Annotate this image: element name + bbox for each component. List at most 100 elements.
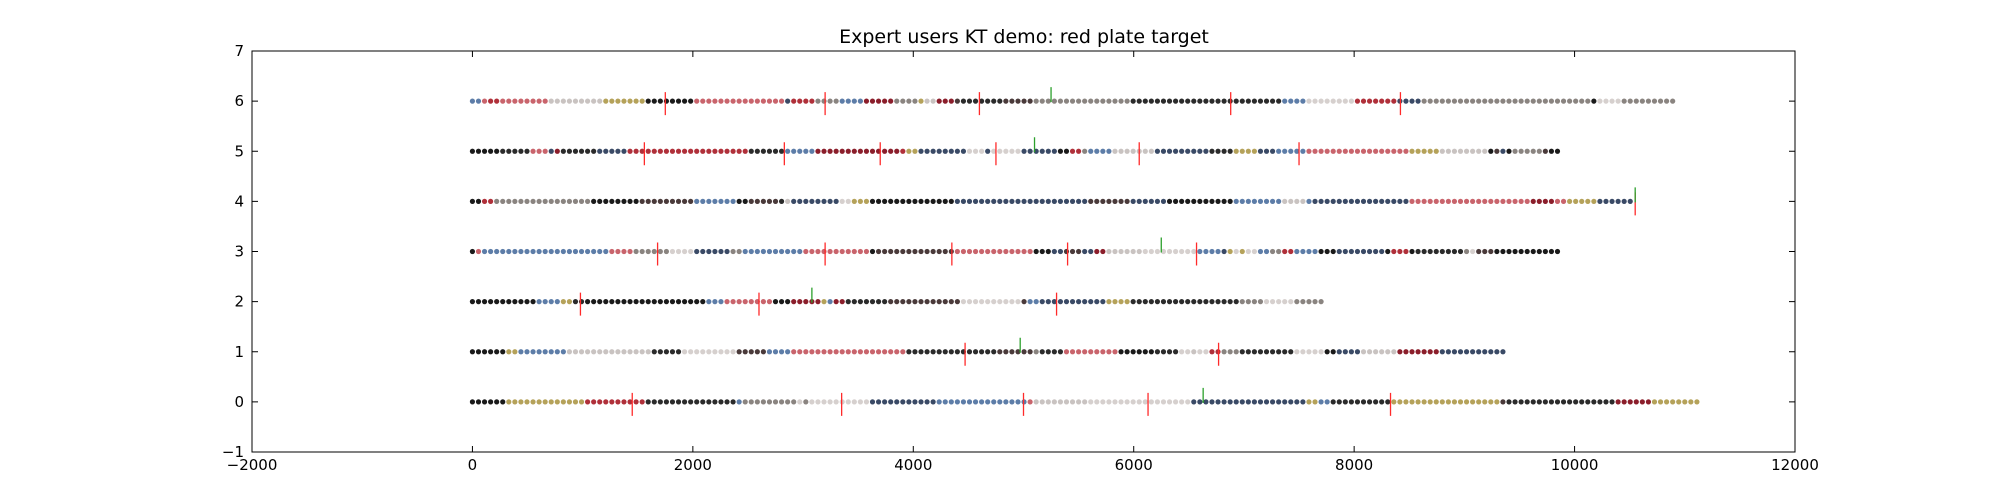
data-point — [621, 248, 627, 255]
data-point — [1573, 198, 1579, 204]
data-point — [1312, 98, 1318, 104]
data-point — [778, 299, 785, 305]
data-point — [1651, 399, 1658, 405]
data-point — [469, 248, 476, 255]
data-point — [821, 299, 827, 305]
data-point — [1427, 98, 1433, 104]
data-point — [900, 148, 906, 154]
data-point — [1463, 148, 1470, 154]
data-point — [1445, 399, 1451, 405]
data-point — [839, 248, 845, 255]
data-point — [1379, 98, 1385, 104]
data-point — [1518, 399, 1524, 405]
data-point — [566, 299, 573, 305]
data-point — [1360, 349, 1367, 355]
data-point — [1457, 198, 1464, 204]
data-point — [827, 349, 833, 355]
data-point — [979, 98, 985, 104]
data-point — [1664, 98, 1670, 104]
data-point — [1057, 349, 1064, 355]
data-point — [1057, 98, 1064, 104]
data-point — [1009, 248, 1015, 255]
data-point — [1354, 148, 1361, 154]
data-point — [1348, 98, 1354, 104]
data-point — [1294, 98, 1300, 104]
data-point — [688, 349, 694, 355]
data-point — [942, 349, 948, 355]
data-point — [1554, 148, 1561, 154]
data-point — [1160, 148, 1167, 154]
data-point — [845, 148, 851, 154]
data-point — [1282, 349, 1288, 355]
data-point — [524, 399, 530, 405]
data-point — [1124, 248, 1130, 255]
data-point — [1112, 98, 1118, 104]
data-point — [1251, 198, 1257, 204]
data-point — [930, 399, 936, 405]
data-point — [639, 299, 645, 305]
data-point — [645, 198, 651, 204]
y-tick-label: 6 — [234, 92, 244, 110]
data-point — [991, 98, 997, 104]
data-point — [894, 98, 900, 104]
data-point — [1009, 299, 1015, 305]
data-point — [1269, 399, 1276, 405]
data-point — [1063, 148, 1070, 154]
data-point — [1609, 399, 1615, 405]
data-point — [1112, 349, 1118, 355]
data-point — [1118, 299, 1124, 305]
data-point — [833, 299, 839, 305]
data-point — [942, 399, 948, 405]
data-point — [536, 98, 542, 104]
data-point — [1536, 148, 1542, 154]
data-point — [1306, 299, 1312, 305]
data-point — [797, 198, 803, 204]
data-point — [1512, 98, 1518, 104]
data-point — [766, 98, 773, 104]
data-point — [681, 198, 688, 204]
data-point — [1251, 399, 1257, 405]
data-point — [882, 399, 888, 405]
data-point — [669, 299, 676, 305]
data-point — [742, 198, 748, 204]
data-point — [1094, 248, 1100, 255]
data-point — [639, 198, 645, 204]
data-point — [972, 198, 979, 204]
data-point — [572, 349, 579, 355]
data-point — [1645, 399, 1652, 405]
data-point — [1045, 349, 1051, 355]
data-point — [1257, 248, 1264, 255]
data-point — [1039, 198, 1045, 204]
data-point — [1567, 98, 1573, 104]
data-point — [663, 148, 670, 154]
data-point — [1233, 248, 1239, 255]
data-point — [845, 399, 851, 405]
data-point — [1403, 98, 1409, 104]
data-point — [918, 299, 924, 305]
data-point — [1336, 349, 1342, 355]
data-point — [1160, 198, 1167, 204]
data-point — [578, 98, 585, 104]
data-point — [1294, 299, 1300, 305]
data-point — [1500, 98, 1506, 104]
data-point — [1391, 148, 1397, 154]
data-point — [500, 148, 506, 154]
data-point — [851, 349, 857, 355]
data-point — [560, 399, 566, 405]
data-point — [603, 98, 609, 104]
data-point — [1488, 248, 1494, 255]
data-point — [1476, 98, 1482, 104]
data-point — [500, 399, 506, 405]
data-point — [803, 399, 809, 405]
data-point — [1094, 349, 1100, 355]
data-point — [518, 248, 524, 255]
data-point — [827, 198, 833, 204]
data-point — [494, 248, 500, 255]
data-point — [688, 248, 694, 255]
data-point — [1488, 349, 1494, 355]
data-point — [1203, 248, 1209, 255]
data-point — [1470, 198, 1476, 204]
data-point — [621, 198, 627, 204]
data-point — [475, 98, 482, 104]
data-point — [591, 98, 597, 104]
